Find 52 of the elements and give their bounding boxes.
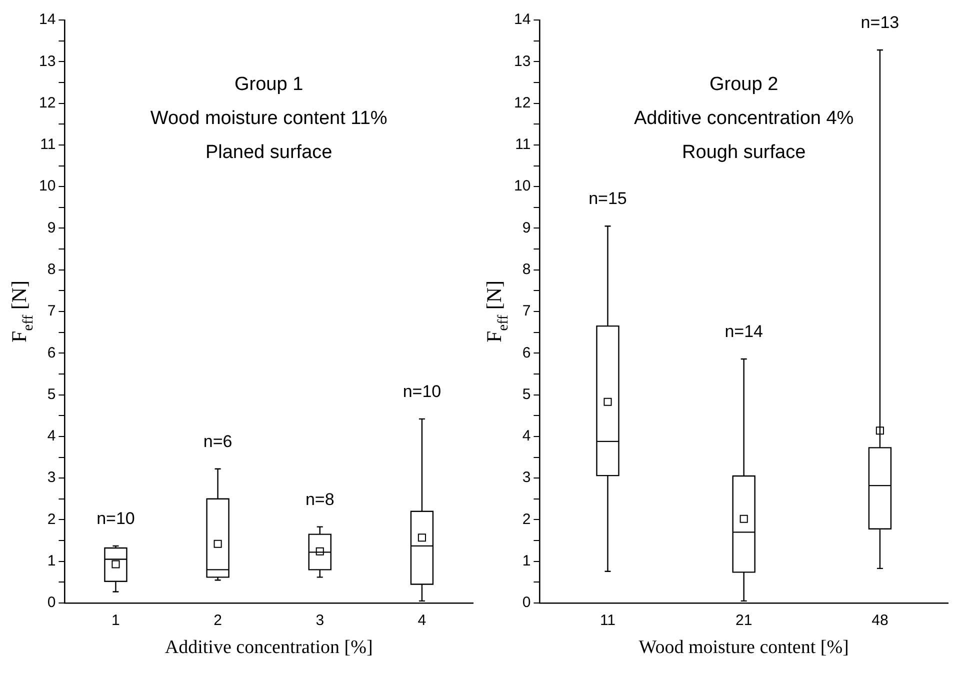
y-tick-label: 2	[522, 510, 531, 528]
text: Wood moisture content 11% Planed surface	[150, 108, 388, 163]
y-tick-label: 11	[515, 136, 531, 154]
annotation: n=6	[203, 432, 232, 451]
annotation: n=14	[724, 322, 763, 341]
y-tick-label: 9	[522, 219, 531, 236]
y-tick-label: 3	[522, 469, 531, 486]
y-tick-label: 9	[47, 219, 56, 236]
y-tick-label: 5	[522, 386, 531, 403]
y-tick-label: 7	[47, 302, 56, 320]
y-tick-label: 13	[38, 52, 56, 70]
text: Additive concentration 4% Rough surface	[634, 108, 854, 163]
y-axis-title: Feff [N]	[7, 280, 36, 343]
annotation: n=8	[305, 490, 334, 509]
y-tick-label: 14	[514, 11, 531, 28]
y-tick-label: 3	[47, 469, 56, 486]
y-tick-label: 8	[47, 261, 56, 278]
x-tick-label: 21	[736, 612, 752, 630]
y-tick-label: 0	[522, 594, 531, 612]
y-tick-label: 1	[522, 552, 531, 570]
y-tick-label: 7	[522, 302, 531, 320]
x-tick-label: 2	[214, 612, 222, 630]
y-tick-label: 10	[38, 178, 56, 195]
annotation: n=15	[588, 189, 627, 208]
y-tick-label: 14	[38, 11, 56, 28]
y-tick-label: 8	[522, 261, 531, 278]
x-tick-label: 4	[418, 612, 426, 630]
x-tick-label: 48	[872, 612, 888, 630]
annotation: n=10	[402, 382, 442, 401]
text: Group 2	[710, 74, 778, 95]
y-tick-label: 13	[514, 52, 531, 70]
y-tick-label: 0	[47, 594, 56, 612]
y-tick-label: 12	[514, 94, 531, 112]
y-tick-label: 4	[47, 428, 56, 445]
y-tick-label: 4	[522, 428, 531, 445]
annotation: n=13	[860, 12, 900, 32]
x-tick-label: 3	[316, 612, 324, 630]
y-tick-label: 10	[514, 178, 531, 195]
y-tick-label: 5	[47, 386, 56, 403]
x-tick-label: 11	[600, 612, 616, 630]
y-tick-label: 6	[522, 344, 531, 362]
y-tick-label: 6	[47, 344, 56, 362]
x-axis-title: Wood moisture content [%]	[638, 637, 849, 658]
y-tick-label: 2	[47, 510, 56, 528]
y-axis-title: Feff [N]	[482, 280, 512, 343]
y-tick-label: 11	[40, 136, 56, 154]
x-tick-label: 1	[112, 612, 120, 630]
y-tick-label: 1	[47, 552, 56, 570]
annotation: n=10	[96, 508, 135, 528]
text: Group 1	[234, 74, 304, 95]
x-axis-title: Additive concentration [%]	[164, 637, 373, 658]
y-tick-label: 12	[38, 94, 56, 112]
